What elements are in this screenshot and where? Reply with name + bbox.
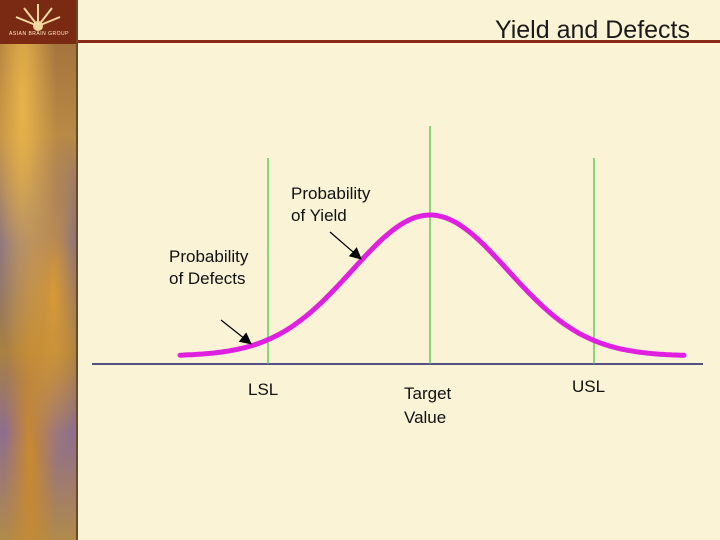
sunburst-logo-icon [0, 0, 76, 44]
defects-label-line1: Probability [169, 247, 249, 266]
yield-label-line2: of Yield [291, 206, 347, 225]
target-label-line2: Value [404, 408, 447, 427]
defects-arrow [220, 319, 252, 345]
lsl-label: LSL [248, 380, 279, 399]
yield-annotation: Probability of Yield [291, 183, 370, 227]
logo: ASIAN BRAIN GROUP [0, 0, 76, 44]
usl-label: USL [572, 377, 606, 396]
yield-distribution-curve [177, 212, 687, 358]
defects-label-line2: of Defects [169, 269, 246, 288]
slide-title: Yield and Defects [494, 16, 690, 44]
title-underline [78, 40, 720, 43]
target-annotation: Target Value [404, 382, 451, 430]
sidebar-divider [76, 0, 78, 540]
yield-label-line1: Probability [291, 184, 371, 203]
logo-text: ASIAN BRAIN GROUP [9, 31, 69, 37]
target-label-line1: Target [404, 384, 452, 403]
defects-annotation: Probability of Defects [169, 246, 248, 290]
yield-arrow [329, 231, 362, 260]
decorative-sidebar [0, 0, 76, 540]
